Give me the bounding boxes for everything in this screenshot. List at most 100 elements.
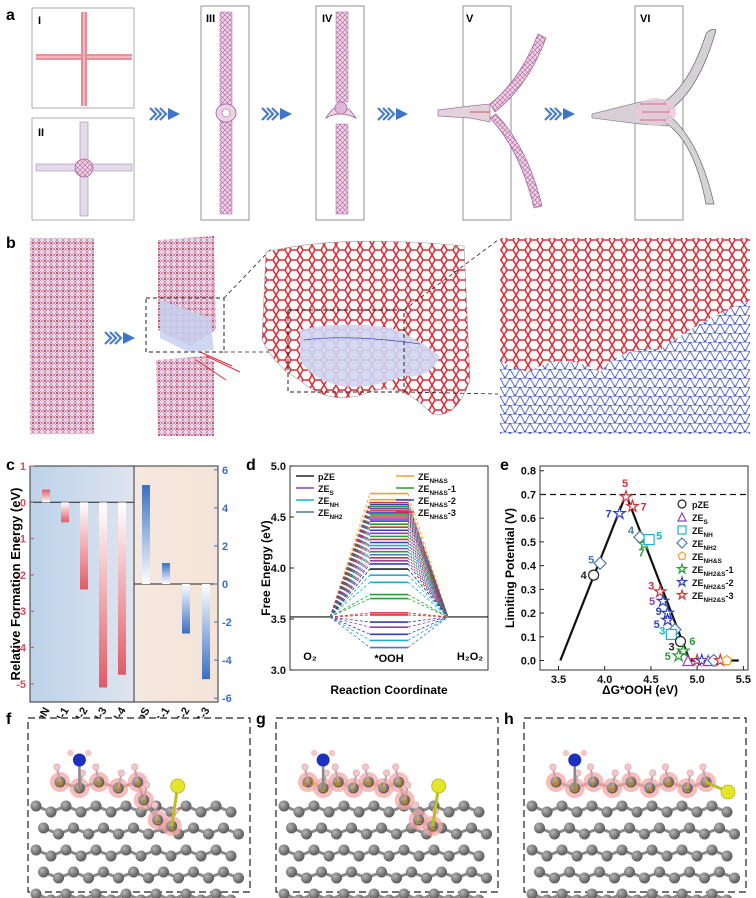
nanoribbon-intact: [30, 238, 94, 434]
bar-eS-2: [182, 584, 190, 634]
carbon-atom: [323, 806, 335, 818]
carbon-atom: [98, 866, 109, 878]
hydrogen-atom: [611, 769, 619, 777]
hydrogen-atom: [549, 763, 557, 771]
carbon-atom: [323, 850, 335, 862]
connector: [329, 616, 371, 628]
zoom-box-1: [145, 297, 225, 353]
carbon-atom: [353, 806, 365, 818]
carbon-atom: [391, 828, 402, 840]
hydrogen-atom: [85, 749, 92, 757]
carbon-atom: [571, 894, 583, 898]
panel-c: c pNeN-1eN-2eN-3eN-410-1-2-3-4-5pSeS-1eS…: [6, 457, 233, 732]
panel-label-h: h: [504, 711, 514, 728]
carbon-atom: [706, 888, 718, 898]
carbon-atom: [30, 800, 42, 812]
carbon-atom: [616, 844, 628, 856]
carbon-atom: [699, 872, 710, 884]
site-label: 5: [380, 783, 386, 795]
carbon-atom: [128, 866, 139, 878]
carbon-atom: [526, 888, 538, 898]
connector: [407, 530, 449, 618]
carbon-atom: [90, 888, 102, 898]
carbon-atom: [594, 866, 605, 878]
carbon-atom: [218, 866, 229, 878]
carbon-atom: [143, 872, 154, 884]
carbon-atom: [293, 806, 305, 818]
carbon-atom: [308, 888, 320, 898]
carbon-atom: [684, 822, 695, 834]
carbon-atom: [308, 800, 320, 812]
carbon-atom: [135, 850, 147, 862]
connector: [329, 616, 371, 641]
carbon-atom: [120, 800, 132, 812]
carbon-atom: [113, 828, 124, 840]
point-label: 7: [638, 547, 644, 559]
site-label: 9: [320, 783, 326, 795]
marker-star: [652, 583, 668, 599]
carbon-atom: [526, 844, 538, 856]
ytick: 0.3: [521, 584, 536, 596]
connector: [407, 598, 449, 618]
carbon-atom: [338, 844, 350, 856]
connector: [329, 545, 371, 618]
site-label: 4: [396, 777, 403, 789]
hydrogen-atom: [53, 763, 61, 771]
marker-square: [665, 628, 677, 641]
graphene-atoms: [278, 800, 492, 898]
ytick-right: 6: [222, 465, 228, 477]
carbon-atom: [458, 800, 470, 812]
carbon-atom: [30, 888, 42, 898]
hydrogen-atom: [649, 769, 657, 777]
stage-label-iv: IV: [322, 13, 333, 25]
ytick: 0.6: [521, 513, 536, 525]
connector: [407, 554, 449, 618]
carbon-atom: [45, 806, 57, 818]
site-label: 8: [57, 777, 63, 789]
stage-label-ii: II: [38, 127, 44, 139]
marker-star: [659, 612, 676, 627]
connector: [329, 616, 371, 635]
carbon-atom: [316, 822, 327, 834]
connector: [407, 560, 449, 618]
connector: [329, 616, 371, 623]
ytick: 0.1: [521, 632, 536, 644]
carbon-atom: [173, 872, 184, 884]
carbon-atom: [571, 850, 583, 862]
hydrogen-atom: [686, 769, 694, 777]
carbon-atom: [549, 872, 560, 884]
site-label: 8: [572, 783, 578, 795]
carbon-atom: [368, 844, 380, 856]
connector: [407, 581, 449, 618]
carbon-atom: [631, 806, 643, 818]
site-label: 4: [135, 777, 142, 789]
marker-star: [675, 575, 689, 588]
carbon-atom: [601, 850, 613, 862]
bar-eN-3: [99, 502, 107, 688]
site-label: 2: [684, 783, 690, 795]
ytick-left: 0: [20, 497, 26, 509]
connector: [407, 527, 449, 618]
hydrogen-atom: [624, 763, 632, 771]
carbon-atom: [346, 822, 357, 834]
ytick: 0.7: [521, 489, 536, 501]
carbon-atom: [105, 894, 117, 898]
carbon-atom: [98, 822, 109, 834]
site-label: 1: [430, 821, 436, 833]
carbon-atom: [293, 894, 305, 898]
carbon-atom: [413, 894, 425, 898]
site-label: 1: [169, 821, 175, 833]
ytick: 0.8: [521, 466, 536, 478]
arrow-icon: [148, 106, 182, 122]
carbon-atom: [135, 894, 147, 898]
carbon-atom: [458, 844, 470, 856]
carbon-atom: [60, 844, 72, 856]
legend-label: pZE: [692, 500, 709, 510]
panel-label-b: b: [6, 235, 16, 252]
carbon-atom: [549, 828, 560, 840]
carbon-atom: [383, 850, 395, 862]
carbon-atom: [383, 806, 395, 818]
carbon-atom: [473, 806, 485, 818]
connector: [407, 616, 449, 641]
carbon-atom: [45, 894, 57, 898]
